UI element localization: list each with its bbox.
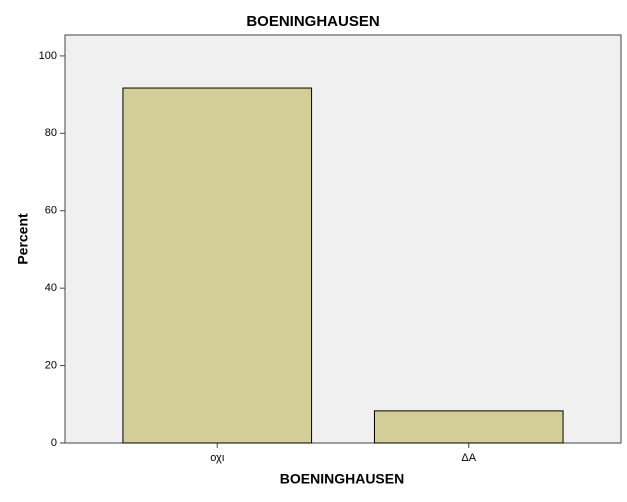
x-tick-label: ΔA [461, 452, 476, 464]
y-tick-label: 40 [45, 282, 57, 294]
y-tick-label: 60 [45, 205, 57, 217]
bar [373, 410, 564, 444]
chart-title: BOENINGHAUSEN [246, 13, 379, 30]
bar [122, 87, 313, 444]
y-tick-label: 20 [45, 359, 57, 371]
x-tick-label: οχι [210, 452, 225, 464]
y-tick-label: 100 [39, 50, 57, 62]
x-axis-label: BOENINGHAUSEN [280, 471, 404, 487]
y-axis-label: Percent [15, 213, 31, 265]
y-tick-label: 0 [51, 437, 57, 449]
y-tick-label: 80 [45, 127, 57, 139]
